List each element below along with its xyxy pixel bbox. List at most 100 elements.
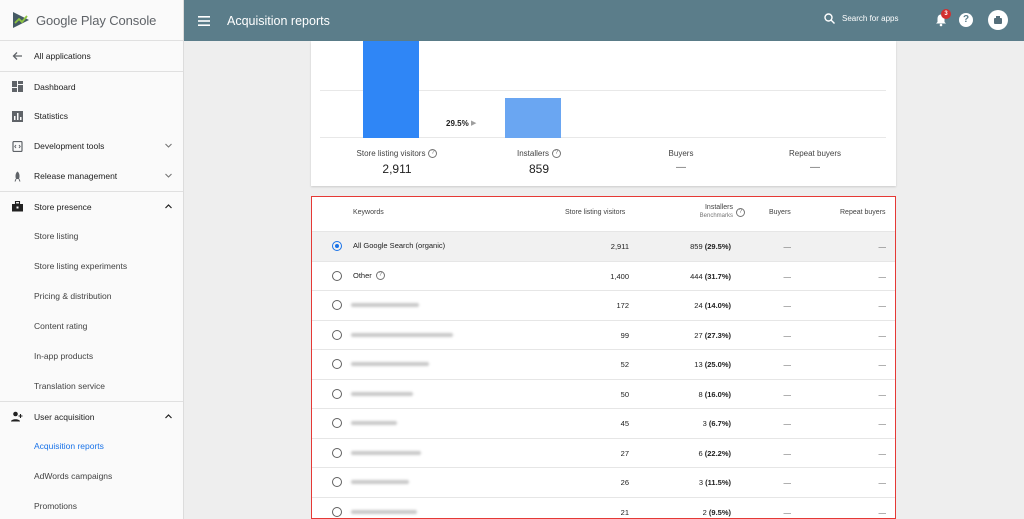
row-radio-button[interactable] (332, 447, 342, 458)
keyword-cell: Other (353, 270, 372, 280)
keywords-table: Keywords Store listing visitors Installe… (311, 196, 896, 519)
stat-label: Repeat buyers (788, 149, 842, 158)
search-label: Search for apps (842, 14, 899, 23)
visitors-cell: 2,911 (610, 242, 629, 251)
row-radio-button[interactable] (332, 388, 342, 399)
col-header-keywords[interactable]: Keywords (353, 209, 384, 216)
row-radio-button[interactable] (332, 300, 342, 310)
help-icon[interactable]: ? (959, 13, 973, 27)
sidebar-item-translation-service[interactable]: Translation service (0, 371, 183, 401)
stat-repeat-buyers: Repeat buyers — (750, 149, 880, 173)
stat-label: Installers (516, 149, 549, 158)
table-row[interactable]: 172 24 (14.0%) — — (312, 290, 895, 320)
keyword-cell: All Google Search (organic) (353, 241, 446, 250)
repeat-buyers-cell: — (878, 301, 887, 310)
page-title: Acquisition reports (227, 13, 330, 28)
sidebar-item-promotions[interactable]: Promotions (0, 491, 183, 519)
stat-value: — (810, 162, 820, 173)
row-radio-button[interactable] (332, 506, 342, 517)
account-avatar[interactable] (988, 10, 1008, 30)
col-header-visitors[interactable]: Store listing visitors (565, 209, 626, 216)
sidebar-item-label: Promotions (34, 501, 77, 511)
sidebar-item-release-management[interactable]: Release management (0, 161, 183, 191)
sidebar-item-all-applications[interactable]: All applications (0, 41, 183, 71)
table-row[interactable]: 50 8 (16.0%) — — (312, 378, 895, 409)
table-row[interactable]: All Google Search (organic) 2,911 859 (29.… (312, 231, 895, 261)
sidebar-item-label: User acquisition (34, 411, 95, 422)
table-row[interactable]: 45 3 (6.7%) — — (312, 408, 895, 438)
funnel-bar-store-listing-visitors (363, 41, 419, 138)
visitors-cell: 50 (620, 389, 629, 399)
conversion-arrow-icon: ▶ (471, 120, 477, 127)
funnel-chart-card: 29.5% ▶ Store listing visitors? 2,911 Inst… (311, 41, 896, 186)
logo-text-primary: Google Play (36, 12, 106, 28)
sidebar-item-dashboard[interactable]: Dashboard (0, 71, 183, 101)
help-circle-icon[interactable]: ? (428, 149, 438, 158)
row-radio-button[interactable] (332, 477, 342, 487)
buyers-cell: — (783, 301, 792, 310)
chevron-down-icon (165, 143, 172, 148)
sidebar-item-user-acquisition[interactable]: User acquisition (0, 401, 183, 431)
installers-count: 3 (698, 478, 704, 487)
col-header-benchmarks[interactable]: Benchmarks (699, 213, 733, 219)
col-header-installers[interactable]: Installers (704, 204, 733, 211)
dashboard-icon (11, 81, 23, 93)
table-header: Keywords Store listing visitors Installe… (312, 197, 895, 231)
rocket-icon (11, 170, 23, 182)
table-row[interactable]: Other? 1,400 444 (31.7%) — — (312, 260, 895, 291)
sidebar-item-development-tools[interactable]: Development tools (0, 131, 183, 161)
hamburger-menu-icon[interactable] (198, 15, 210, 26)
code-icon (11, 140, 23, 152)
buyers-cell: — (783, 389, 792, 399)
col-header-buyers[interactable]: Buyers (769, 209, 791, 216)
table-row[interactable]: 27 6 (22.2%) — — (312, 437, 895, 468)
person-add-icon (11, 411, 23, 423)
table-row[interactable]: 52 13 (25.0%) — — (312, 349, 895, 379)
row-radio-button[interactable] (332, 270, 342, 281)
installers-percent: (25.0%) (704, 360, 731, 369)
redacted-keyword (351, 450, 421, 455)
app-logo[interactable]: Google Play Console (0, 0, 183, 41)
buyers-cell: — (783, 507, 792, 517)
chart-gridline (320, 90, 886, 91)
row-radio-button[interactable] (332, 359, 342, 369)
table-row[interactable]: 26 3 (11.5%) — — (312, 467, 895, 497)
row-radio-button[interactable] (332, 418, 342, 428)
installers-percent: (14.0%) (704, 301, 731, 310)
row-radio-button[interactable] (332, 241, 342, 251)
sidebar-item-store-listing-experiments[interactable]: Store listing experiments (0, 251, 183, 281)
repeat-buyers-cell: — (878, 360, 887, 369)
bar-chart-icon (11, 110, 23, 122)
sidebar-item-label: AdWords campaigns (34, 471, 113, 481)
sidebar-item-store-presence[interactable]: Store presence (0, 191, 183, 221)
installers-cell: 444 (31.7%) (690, 272, 731, 281)
sidebar-item-content-rating[interactable]: Content rating (0, 311, 183, 341)
installers-count: 2 (702, 507, 707, 517)
sidebar-item-label: Statistics (34, 111, 69, 121)
sidebar-item-label: Store listing experiments (34, 261, 128, 271)
sidebar-item-label: Pricing & distribution (34, 291, 112, 301)
installers-count: 8 (698, 389, 703, 399)
row-radio-button[interactable] (332, 329, 342, 340)
help-circle-icon[interactable]: ? (552, 149, 561, 158)
sidebar-item-statistics[interactable]: Statistics (0, 101, 183, 131)
installers-percent: (6.7%) (708, 419, 731, 428)
arrow-left-icon (11, 50, 23, 62)
col-header-repeat-buyers[interactable]: Repeat buyers (840, 209, 886, 216)
table-row[interactable]: 21 2 (9.5%) — — (312, 496, 895, 519)
chart-gridline (320, 137, 886, 138)
repeat-buyers-cell: — (878, 507, 887, 517)
sidebar-item-adwords-campaigns[interactable]: AdWords campaigns (0, 461, 183, 491)
visitors-cell: 1,400 (610, 271, 629, 281)
sidebar-item-store-listing[interactable]: Store listing (0, 221, 183, 251)
sidebar-item-acquisition-reports[interactable]: Acquisition reports (0, 431, 183, 461)
sidebar-item-label: Release management (34, 171, 118, 181)
sidebar-item-pricing-distribution[interactable]: Pricing & distribution (0, 281, 183, 311)
notification-count-badge: 3 (941, 9, 951, 19)
installers-percent: (22.2%) (704, 448, 731, 458)
search-apps-button[interactable]: Search for apps (824, 13, 898, 24)
sidebar-item-in-app-products[interactable]: In-app products (0, 341, 183, 371)
installers-help-icon[interactable]: ? (736, 208, 745, 217)
table-row[interactable]: 99 27 (27.3%) — — (312, 319, 895, 350)
help-circle-icon[interactable]: ? (375, 270, 385, 280)
